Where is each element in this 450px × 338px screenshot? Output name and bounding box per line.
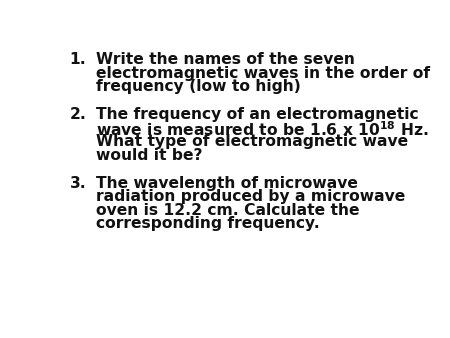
- Text: radiation produced by a microwave: radiation produced by a microwave: [96, 189, 405, 204]
- Text: would it be?: would it be?: [96, 148, 203, 163]
- Text: The frequency of an electromagnetic: The frequency of an electromagnetic: [96, 107, 419, 122]
- Text: electromagnetic waves in the order of: electromagnetic waves in the order of: [96, 66, 431, 81]
- Text: 2.: 2.: [69, 107, 86, 122]
- Text: corresponding frequency.: corresponding frequency.: [96, 216, 320, 231]
- Text: wave is measured to be 1.6 x 10$\mathbf{^{18}}$ Hz.: wave is measured to be 1.6 x 10$\mathbf{…: [96, 121, 429, 139]
- Text: 1.: 1.: [69, 52, 86, 67]
- Text: frequency (low to high): frequency (low to high): [96, 79, 301, 94]
- Text: 3.: 3.: [69, 176, 86, 191]
- Text: What type of electromagnetic wave: What type of electromagnetic wave: [96, 134, 409, 149]
- Text: oven is 12.2 cm. Calculate the: oven is 12.2 cm. Calculate the: [96, 203, 360, 218]
- Text: The wavelength of microwave: The wavelength of microwave: [96, 176, 358, 191]
- Text: Write the names of the seven: Write the names of the seven: [96, 52, 355, 67]
